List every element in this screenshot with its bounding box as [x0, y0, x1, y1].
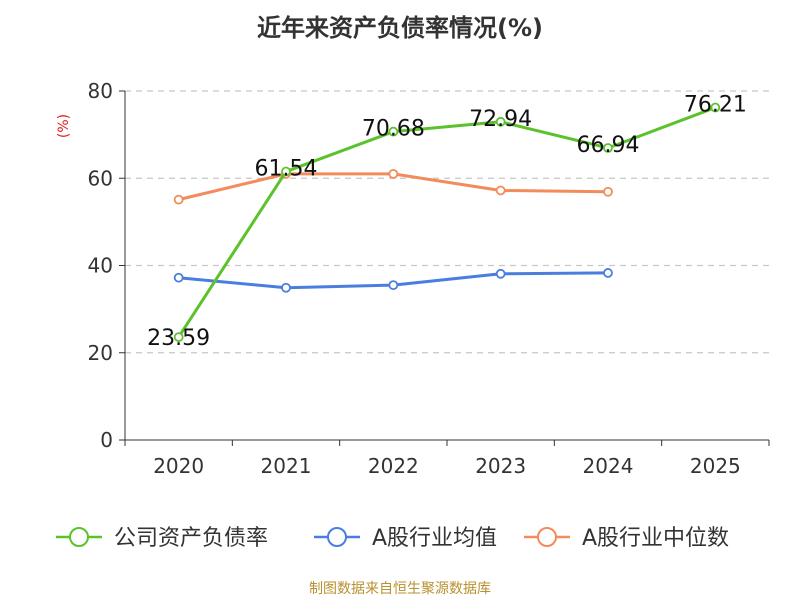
data-labels: 23.59 61.54 70.68 72.94 66.94 76.21 — [147, 93, 747, 352]
legend-item[interactable]: A股行业中位数 — [524, 526, 729, 551]
data-point — [495, 185, 506, 196]
data-label: 66.94 — [577, 133, 640, 158]
data-point — [281, 282, 291, 293]
x-tick-label: 2021 — [261, 454, 312, 478]
x-tick-label: 2023 — [475, 454, 526, 478]
legend-item[interactable]: A股行业均值 — [314, 526, 497, 551]
x-tick-label: 2025 — [690, 454, 741, 478]
chart-title: 近年来资产负债率情况(%) — [257, 14, 543, 42]
data-point — [603, 143, 613, 153]
legend-label: A股行业均值 — [372, 526, 497, 551]
y-tick-label: 40 — [88, 254, 113, 278]
y-tick-labels: 0 20 40 60 80 — [88, 79, 113, 452]
data-point — [173, 332, 184, 342]
series-group — [173, 102, 721, 342]
x-tick-label: 2024 — [583, 454, 634, 478]
legend-label: 公司资产负债率 — [114, 526, 268, 551]
grid-lines — [125, 90, 769, 354]
data-label: 70.68 — [362, 117, 425, 142]
data-label: 72.94 — [469, 107, 532, 132]
data-point — [281, 166, 291, 177]
series-line — [177, 106, 716, 338]
legend[interactable]: 公司资产负债率 A股行业均值 A股行业中位数 — [56, 526, 729, 551]
x-tick-label: 2022 — [368, 454, 419, 478]
y-tick-label: 20 — [88, 341, 113, 365]
data-point — [388, 168, 399, 179]
legend-marker — [537, 527, 557, 547]
data-point — [603, 186, 613, 197]
data-point — [388, 280, 399, 291]
data-label: 61.54 — [255, 157, 318, 182]
data-label: 23.59 — [147, 326, 210, 351]
data-point — [173, 194, 184, 205]
data-point — [710, 102, 721, 113]
data-point — [603, 268, 613, 278]
y-tick-label: 0 — [100, 428, 113, 452]
data-point — [388, 126, 399, 137]
x-tick-labels: 2020 2021 2022 2023 2024 2025 — [153, 454, 741, 478]
x-tick-label: 2020 — [153, 454, 204, 478]
axes — [119, 90, 770, 446]
y-tick-label: 60 — [88, 166, 113, 190]
legend-marker — [327, 527, 347, 547]
legend-item[interactable]: 公司资产负债率 — [56, 526, 268, 551]
legend-marker — [69, 527, 89, 547]
data-point — [495, 268, 506, 279]
data-point — [495, 116, 506, 127]
y-axis-label: (%) — [56, 114, 72, 138]
data-point — [173, 272, 184, 283]
source-note: 制图数据来自恒生聚源数据库 — [309, 581, 491, 597]
legend-label: A股行业中位数 — [582, 526, 729, 551]
data-label: 76.21 — [684, 93, 747, 118]
y-tick-label: 80 — [88, 79, 113, 103]
